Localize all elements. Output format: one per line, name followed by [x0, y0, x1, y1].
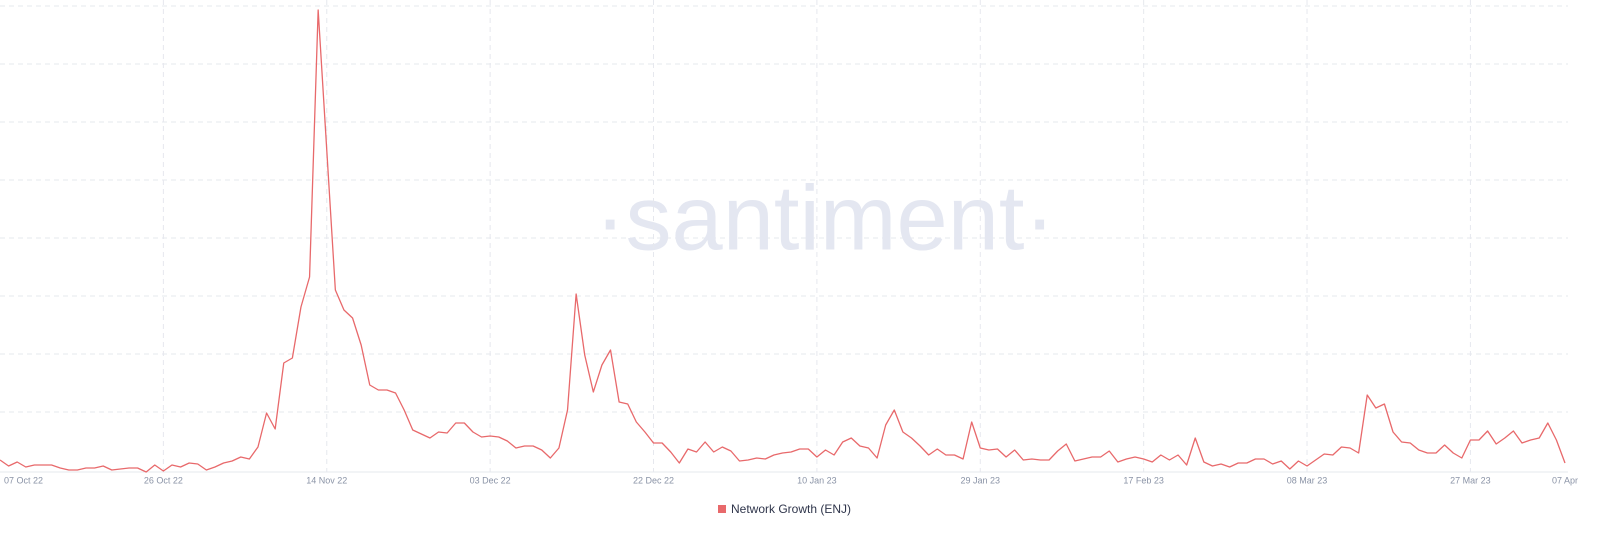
x-tick-label: 17 Feb 23	[1123, 475, 1164, 485]
watermark: ·santiment·	[595, 167, 1055, 269]
x-tick-label: 27 Mar 23	[1450, 475, 1491, 485]
line	[0, 9, 1566, 473]
legend-swatch	[718, 505, 726, 513]
x-tick-label: 08 Mar 23	[1287, 475, 1328, 485]
x-tick-label: 07 Oct 22	[4, 475, 43, 485]
x-tick-label: 03 Dec 22	[470, 475, 511, 485]
x-tick-label: 22 Dec 22	[633, 475, 674, 485]
x-tick-label: 29 Jan 23	[961, 475, 1001, 485]
x-tick-label: 14 Nov 22	[306, 475, 347, 485]
x-tick-label: 10 Jan 23	[797, 475, 837, 485]
x-tick-label: 07 Apr	[1552, 475, 1578, 485]
grid	[0, 5, 1568, 413]
legend-label: Network Growth (ENJ)	[731, 502, 851, 516]
x-tick-label: 26 Oct 22	[144, 475, 183, 485]
